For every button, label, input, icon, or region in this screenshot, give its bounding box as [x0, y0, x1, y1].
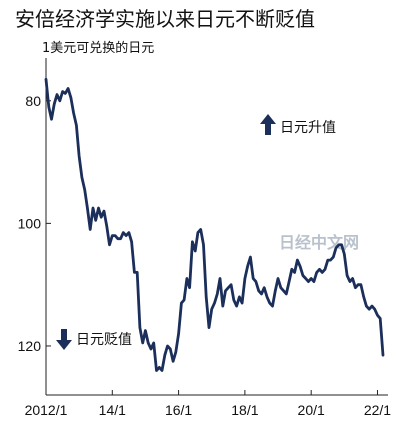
watermark: 日经中文网 [279, 233, 359, 252]
axes [45, 58, 388, 396]
y-tick-label: 100 [18, 215, 42, 231]
y-tick-label: 80 [25, 93, 41, 109]
annotation-down: 日元贬值 [56, 329, 132, 350]
chart-title: 安倍经济学实施以来日元不断贬值 [15, 7, 315, 31]
y-tick-label: 120 [18, 338, 42, 354]
arrow-up-icon [260, 114, 276, 135]
annotation-up-label: 日元升值 [280, 120, 336, 136]
data-points [45, 79, 384, 371]
annotation-down-label: 日元贬值 [76, 332, 132, 348]
x-tick-label: 18/1 [231, 402, 258, 418]
x-tick-label: 14/1 [99, 402, 126, 418]
chart-subtitle: 1美元可兑换的日元 [42, 40, 154, 56]
arrow-down-icon [56, 329, 72, 350]
x-tick-label: 2012/1 [25, 402, 68, 418]
x-tick-label: 22/1 [364, 402, 391, 418]
x-tick-label: 20/1 [298, 402, 325, 418]
y-axis-ticks: 80 100 120 [18, 93, 51, 354]
annotation-up: 日元升值 [260, 114, 336, 136]
x-axis-ticks: 2012/1 14/1 16/1 18/1 20/1 22/1 [25, 390, 391, 418]
x-tick-label: 16/1 [165, 402, 192, 418]
